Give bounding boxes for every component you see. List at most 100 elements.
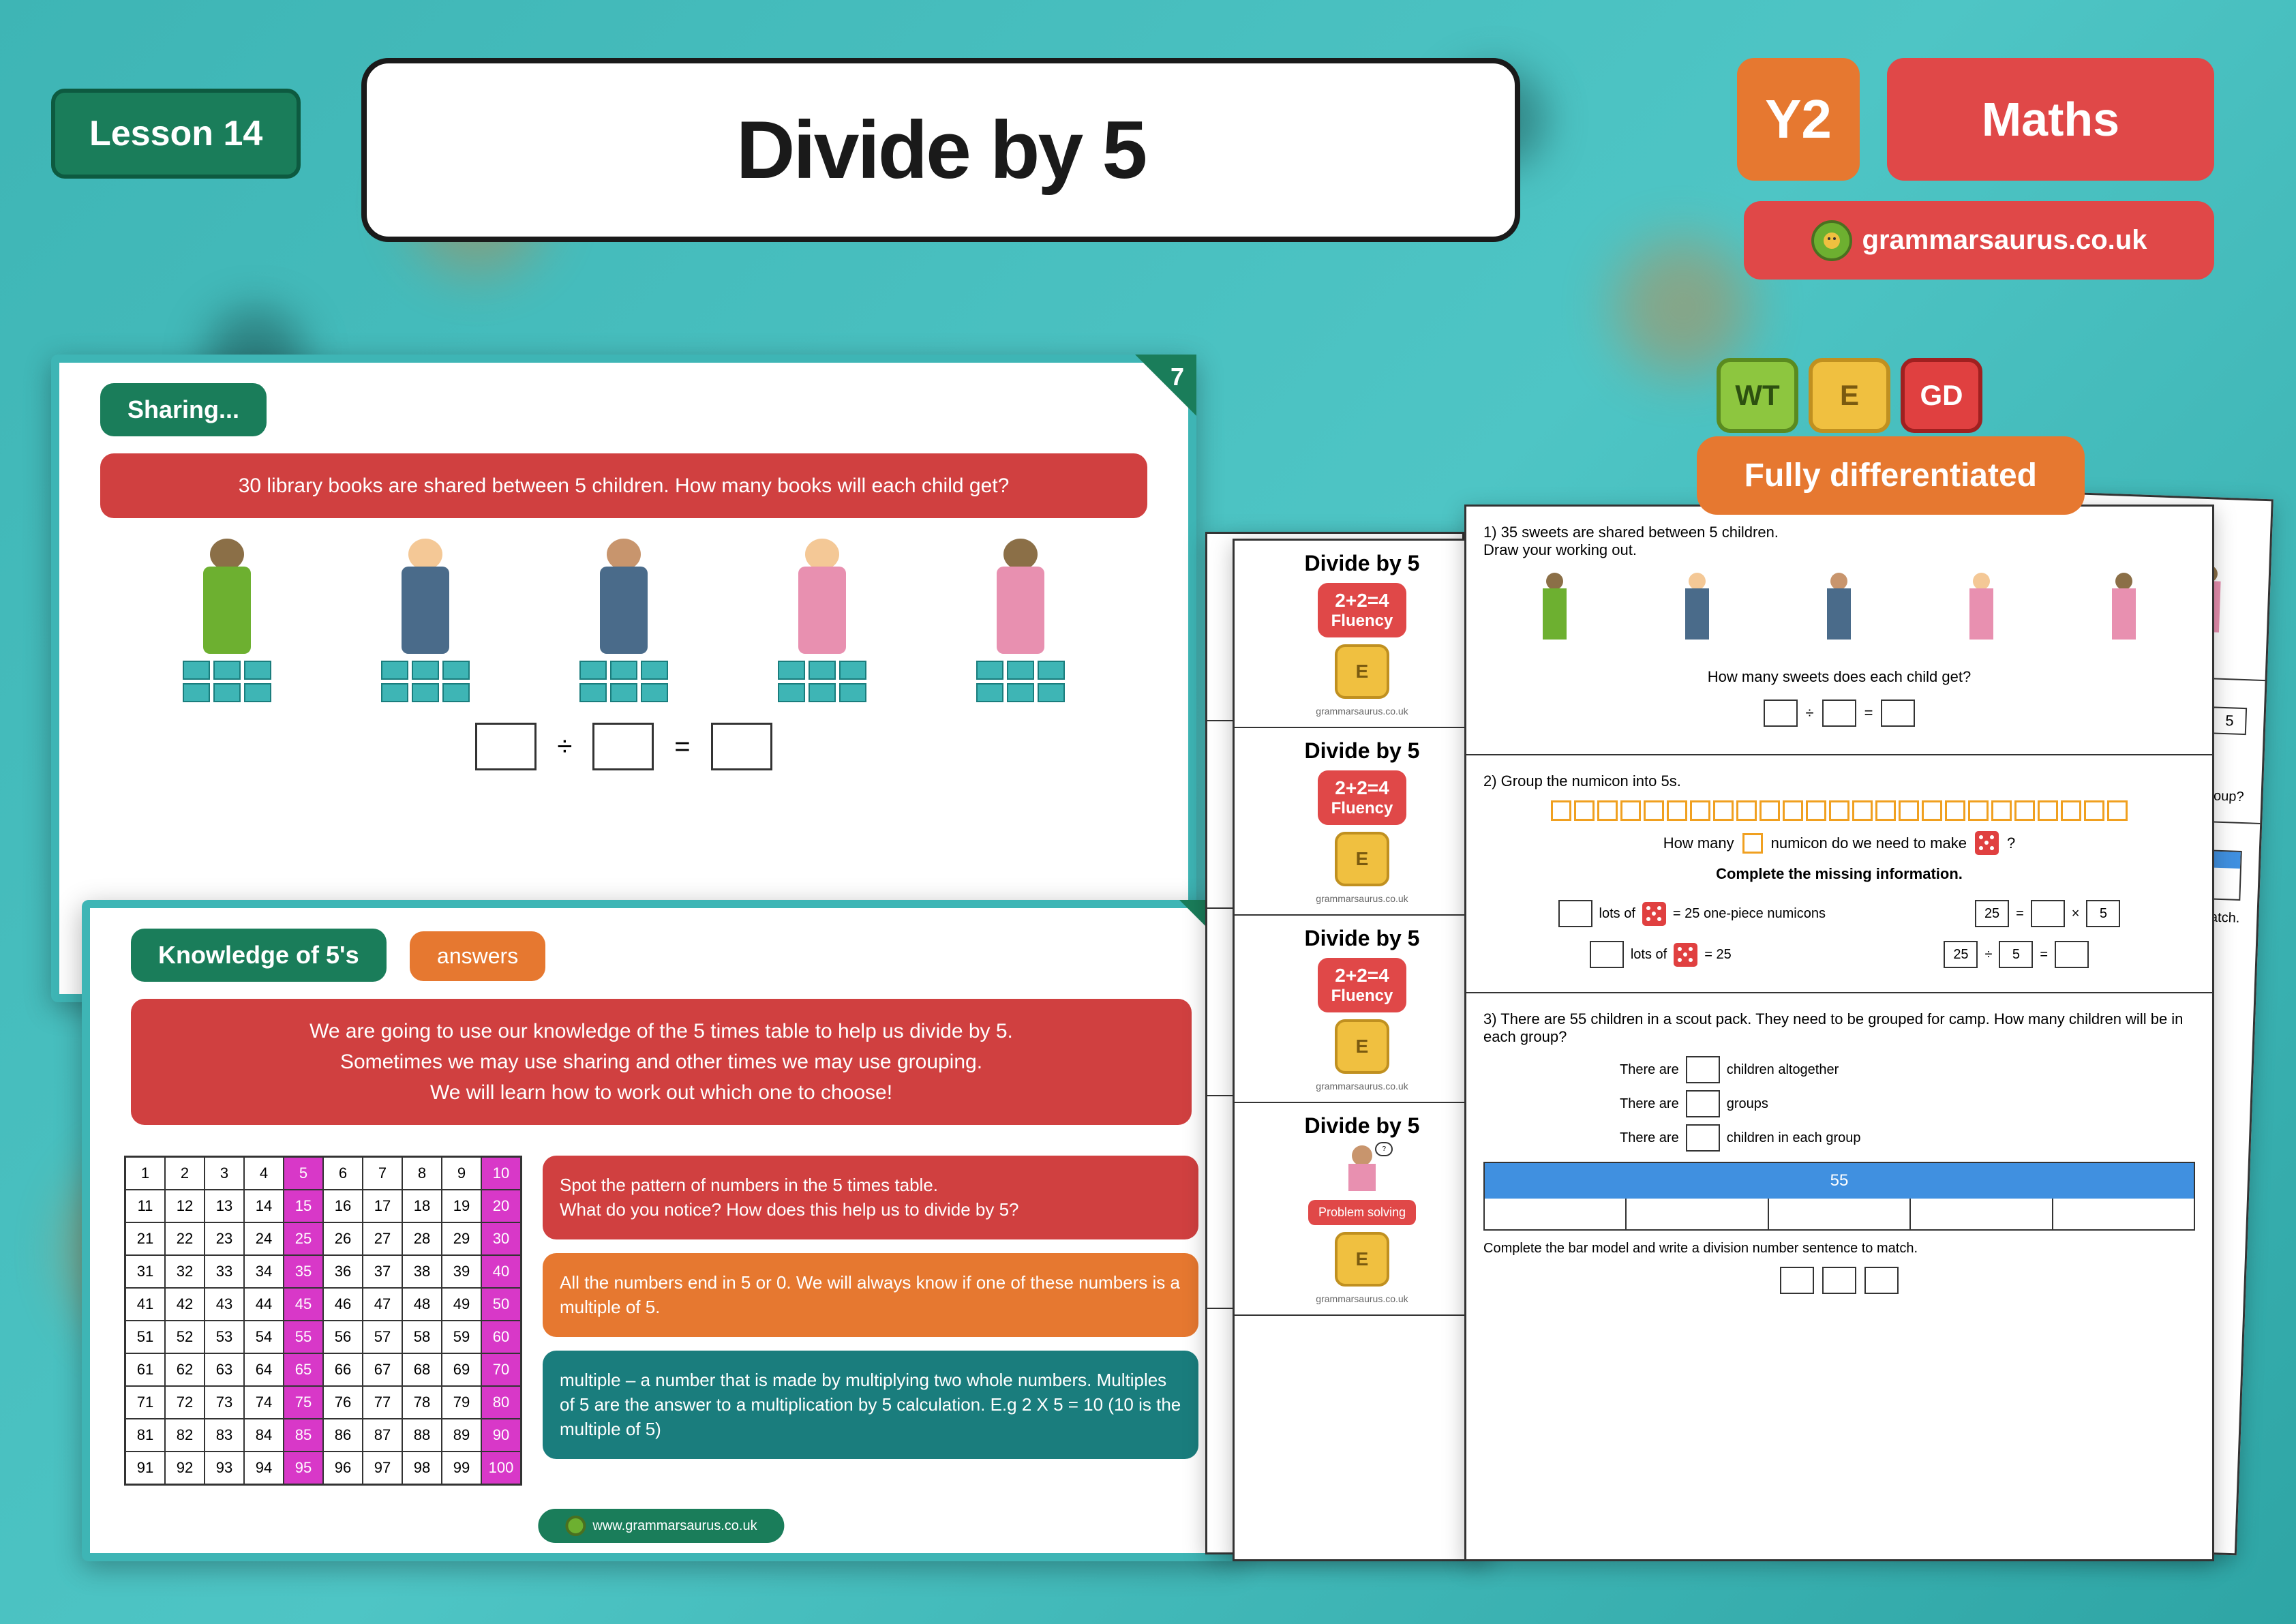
grid-cell: 30	[481, 1222, 521, 1255]
child-figure	[183, 539, 271, 702]
diff-badge-e: E	[1809, 358, 1890, 433]
grid-cell: 11	[125, 1190, 165, 1222]
ws-problem-badge: Problem solving	[1308, 1200, 1416, 1225]
grid-cell: 16	[323, 1190, 363, 1222]
numicon-piece	[1759, 800, 1780, 821]
grid-cell: 51	[125, 1321, 165, 1353]
question-banner: 30 library books are shared between 5 ch…	[100, 453, 1147, 518]
bg-decoration	[1614, 239, 1751, 375]
grid-cell: 7	[363, 1157, 402, 1190]
grid-cell: 65	[284, 1353, 323, 1386]
grid-cell: 29	[442, 1222, 481, 1255]
numicon-piece	[1736, 800, 1757, 821]
lesson-badge: Lesson 14	[51, 89, 301, 179]
grid-cell: 80	[481, 1386, 521, 1419]
grid-cell: 67	[363, 1353, 402, 1386]
numicon-piece	[2107, 800, 2128, 821]
diff-badge-wt: WT	[1717, 358, 1798, 433]
eq-box	[1590, 941, 1624, 968]
brand-icon	[565, 1516, 586, 1536]
footer-url: www.grammarsaurus.co.uk	[592, 1518, 757, 1534]
grid-cell: 45	[284, 1288, 323, 1321]
grid-cell: 26	[323, 1222, 363, 1255]
slide-tag: Knowledge of 5's	[131, 929, 387, 982]
brand-icon	[1811, 220, 1852, 261]
grid-cell: 27	[363, 1222, 402, 1255]
ws-fluency-badge: 2+2=4Fluency	[1318, 770, 1407, 825]
times-symbol: ×	[2072, 906, 2080, 922]
equals-symbol: =	[674, 732, 690, 762]
ws-fluency-badge: 2+2=4Fluency	[1318, 583, 1407, 637]
grid-cell: 81	[125, 1419, 165, 1452]
grid-cell: 76	[323, 1386, 363, 1419]
numicon-piece	[1991, 800, 2012, 821]
grid-cell: 34	[244, 1255, 284, 1288]
grid-cell: 44	[244, 1288, 284, 1321]
ws-children	[1483, 573, 2195, 655]
ws-text: children in each group	[1727, 1130, 1861, 1146]
bar-value: 55	[1485, 1163, 2194, 1199]
ws-instruction: Complete the bar model and write a divis…	[1483, 1241, 2195, 1257]
numicon-piece	[1713, 800, 1734, 821]
grid-cell: 53	[205, 1321, 244, 1353]
dice-icon	[1642, 902, 1666, 926]
divide-symbol: ÷	[1984, 947, 1992, 963]
grid-cell: 98	[402, 1452, 442, 1484]
eq-box	[1881, 700, 1915, 727]
intro-banner: We are going to use our knowledge of the…	[131, 999, 1192, 1125]
dice-icon	[1975, 831, 1999, 855]
eq-box: 5	[1999, 941, 2033, 968]
grid-cell: 39	[442, 1255, 481, 1288]
lots-equation: lots of = 25	[1590, 941, 1732, 968]
numicon-piece	[1783, 800, 1803, 821]
slide-number: 7	[1135, 355, 1196, 416]
grid-cell: 9	[442, 1157, 481, 1190]
numicon-piece	[1968, 800, 1989, 821]
grid-cell: 57	[363, 1321, 402, 1353]
grid-cell: 22	[165, 1222, 205, 1255]
grid-cell: 62	[165, 1353, 205, 1386]
eq-box	[1864, 1267, 1899, 1294]
eq-box	[1780, 1267, 1814, 1294]
page-title: Divide by 5	[736, 103, 1146, 197]
child-figure	[976, 539, 1065, 702]
grid-cell: 99	[442, 1452, 481, 1484]
grid-cell: 3	[205, 1157, 244, 1190]
grid-cell: 31	[125, 1255, 165, 1288]
grid-cell: 33	[205, 1255, 244, 1288]
brand-badge: grammarsaurus.co.uk	[1744, 201, 2214, 280]
fill-blank: There arechildren in each group	[1620, 1124, 2195, 1152]
grid-cell: 84	[244, 1419, 284, 1452]
child-figure	[1676, 573, 1717, 655]
ws-brand: grammarsaurus.co.uk	[1316, 893, 1408, 904]
child-figure	[1961, 573, 2002, 655]
eq-input	[475, 723, 537, 770]
slide-knowledge: 4 Knowledge of 5's answers We are going …	[82, 900, 1241, 1561]
grid-cell: 47	[363, 1288, 402, 1321]
numicon-piece	[1597, 800, 1618, 821]
grid-cell: 94	[244, 1452, 284, 1484]
ws-level-badge: E	[1335, 1232, 1389, 1287]
lots-equation: 25 = × 5	[1975, 900, 2120, 927]
grid-cell: 23	[205, 1222, 244, 1255]
grid-cell: 40	[481, 1255, 521, 1288]
grid-cell: 69	[442, 1353, 481, 1386]
divide-symbol: ÷	[557, 732, 572, 762]
slide-content: 1234567891011121314151617181920212223242…	[90, 1142, 1233, 1499]
grid-cell: 37	[363, 1255, 402, 1288]
ws-question: 1) 35 sweets are shared between 5 childr…	[1483, 524, 2195, 559]
grid-cell: 36	[323, 1255, 363, 1288]
divide-symbol: ÷	[1806, 704, 1814, 722]
ws-text: = 25 one-piece numicons	[1673, 906, 1826, 922]
grid-cell: 38	[402, 1255, 442, 1288]
grid-cell: 93	[205, 1452, 244, 1484]
grid-cell: 49	[442, 1288, 481, 1321]
ws-strip-item: Divide by 5 ? Problem solving E grammars…	[1235, 1103, 1490, 1316]
bar-model: 55	[1483, 1162, 2195, 1231]
grid-cell: 66	[323, 1353, 363, 1386]
numicon-piece	[1620, 800, 1641, 821]
equals-symbol: =	[2016, 906, 2024, 922]
ws-title: Divide by 5	[1305, 551, 1420, 576]
numicon-piece	[1899, 800, 1919, 821]
slide-footer: www.grammarsaurus.co.uk	[538, 1509, 784, 1543]
